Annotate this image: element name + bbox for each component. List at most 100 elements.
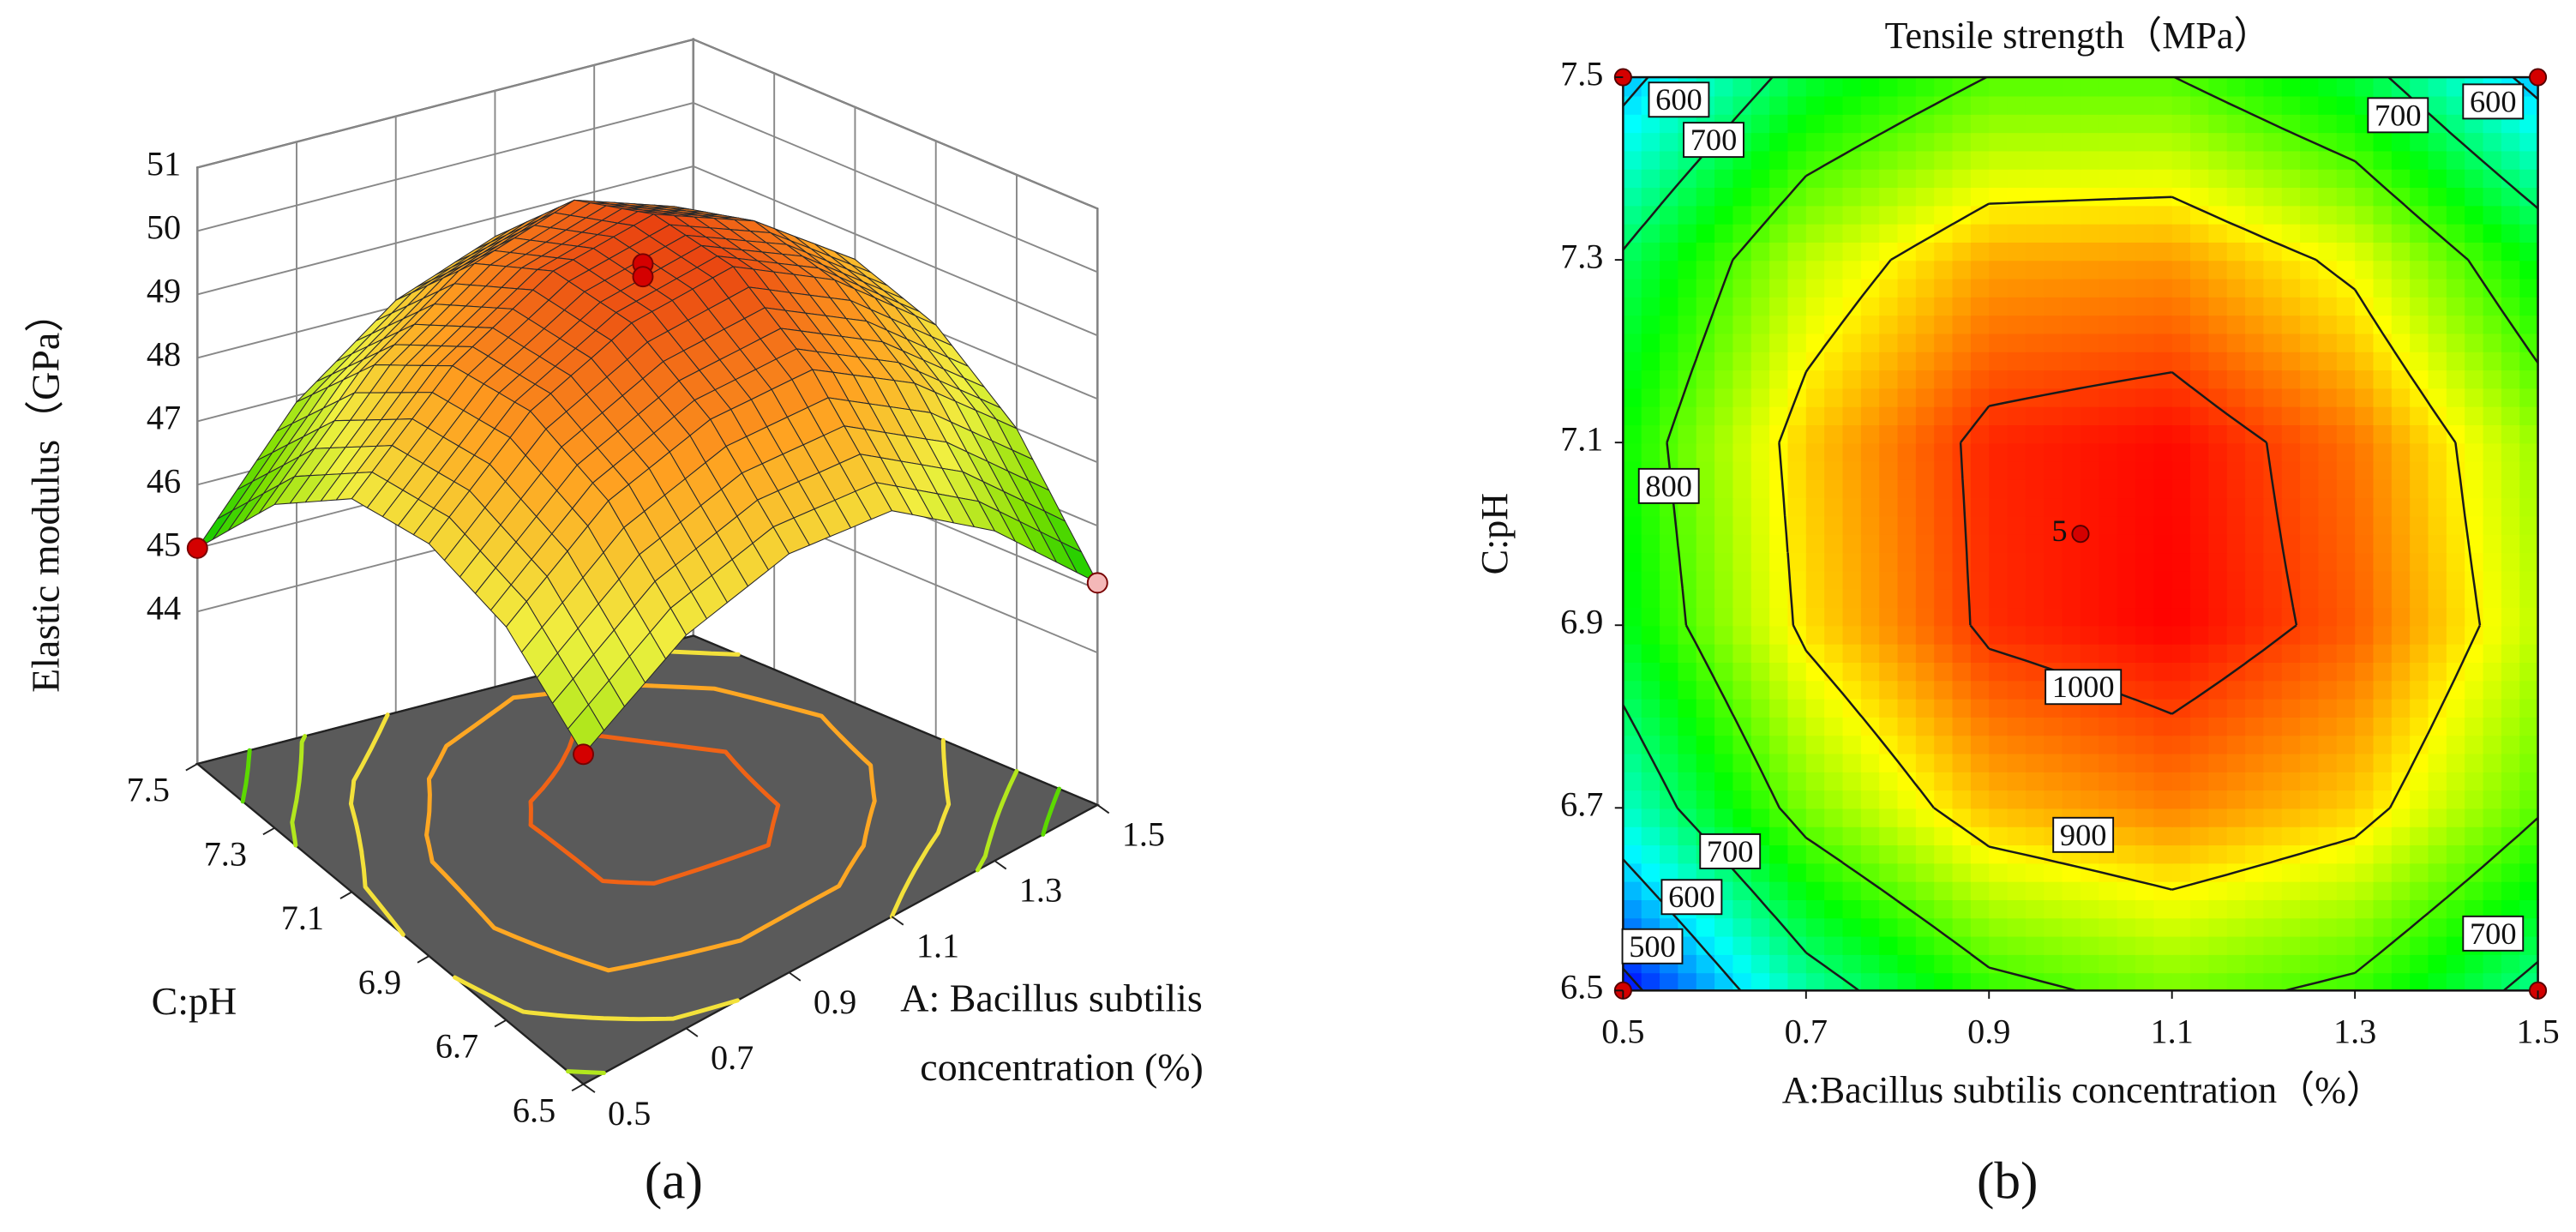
heatmap-cell xyxy=(2226,789,2247,809)
heatmap-cell xyxy=(2428,570,2448,590)
z-axis-title: Elastic modulus（GPa） xyxy=(23,293,67,693)
heatmap-cell xyxy=(2135,388,2155,407)
heatmap-cell xyxy=(2391,753,2411,772)
heatmap-cell xyxy=(2044,296,2063,316)
heatmap-cell xyxy=(1915,515,1936,535)
heatmap-cell xyxy=(1934,606,1954,627)
heatmap-cell xyxy=(2519,241,2539,261)
heatmap-cell xyxy=(1641,570,1661,590)
heatmap-cell xyxy=(1989,333,2009,352)
heatmap-cell xyxy=(2465,478,2484,499)
heatmap-cell xyxy=(2245,844,2265,864)
heatmap-cell xyxy=(2263,168,2283,189)
heatmap-cell xyxy=(2300,95,2320,115)
heatmap-cell xyxy=(2281,205,2302,225)
heatmap-cell xyxy=(2171,789,2192,809)
heatmap-cell xyxy=(2501,826,2521,846)
heatmap-cell xyxy=(2263,150,2283,170)
heatmap-cell xyxy=(2355,735,2375,754)
heatmap-cell xyxy=(2281,716,2302,736)
heatmap-cell xyxy=(1732,369,1752,389)
heatmap-cell xyxy=(1660,826,1679,846)
heatmap-cell xyxy=(1623,880,1642,900)
heatmap-cell xyxy=(2044,588,2063,609)
heatmap-cell xyxy=(2208,643,2228,663)
heatmap-cell xyxy=(2062,735,2082,754)
heatmap-cell xyxy=(2080,315,2100,334)
heatmap-cell xyxy=(2465,880,2484,900)
heatmap-cell xyxy=(2226,278,2247,297)
heatmap-cell xyxy=(2281,296,2302,316)
heatmap-cell xyxy=(2208,862,2228,882)
heatmap-cell xyxy=(2208,223,2228,243)
heatmap-cell xyxy=(1842,186,1862,207)
heatmap-cell xyxy=(2300,753,2320,772)
heatmap-cell xyxy=(1660,862,1679,882)
heatmap-cell xyxy=(1934,625,1954,645)
heatmap-cell xyxy=(2281,150,2302,170)
heatmap-cell xyxy=(1750,150,1771,170)
heatmap-cell xyxy=(1879,735,1899,754)
heatmap-cell xyxy=(2465,460,2484,480)
heatmap-cell xyxy=(1860,680,1881,700)
heatmap-cell xyxy=(1732,315,1752,334)
heatmap-cell xyxy=(2208,972,2228,992)
heatmap-cell xyxy=(1824,808,1844,827)
heatmap-cell xyxy=(2483,716,2503,736)
heatmap-cell xyxy=(2044,917,2063,937)
heatmap-cell xyxy=(2208,296,2228,316)
heatmap-cell xyxy=(1641,168,1661,189)
heatmap-cell xyxy=(2099,95,2118,115)
heatmap-cell xyxy=(1934,588,1954,609)
heatmap-cell xyxy=(2263,186,2283,207)
heatmap-cell xyxy=(2135,826,2155,846)
heatmap-cell xyxy=(1623,826,1642,846)
heatmap-cell xyxy=(2355,369,2375,389)
heatmap-cell xyxy=(1623,606,1642,627)
heatmap-cell xyxy=(1732,935,1752,955)
heatmap-cell xyxy=(1805,935,1826,955)
heatmap-cell xyxy=(1696,789,1716,809)
heatmap-cell xyxy=(2355,972,2375,992)
heatmap-cell xyxy=(2044,388,2063,407)
heatmap-cell xyxy=(1860,113,1881,134)
heatmap-cell xyxy=(2080,205,2100,225)
heatmap-cell xyxy=(2226,935,2247,955)
heatmap-cell xyxy=(2318,716,2338,736)
heatmap-cell xyxy=(2336,515,2357,535)
heatmap-cell xyxy=(1678,260,1697,279)
heatmap-cell xyxy=(1732,953,1752,974)
heatmap-cell xyxy=(1641,388,1661,407)
heatmap-cell xyxy=(1842,935,1862,955)
heatmap-cell xyxy=(2135,460,2155,480)
grid-line xyxy=(197,165,694,296)
heatmap-cell xyxy=(1769,698,1789,718)
heatmap-cell xyxy=(1897,478,1918,499)
heatmap-cell xyxy=(2226,680,2247,700)
heatmap-cell xyxy=(1714,351,1734,371)
heatmap-cell xyxy=(1787,698,1807,718)
heatmap-cell xyxy=(2190,150,2210,170)
heatmap-cell xyxy=(2373,406,2393,426)
heatmap-cell xyxy=(2190,862,2210,882)
floor-contour xyxy=(240,748,1062,837)
heatmap-cell xyxy=(1750,533,1771,554)
heatmap-cell xyxy=(2044,223,2063,243)
heatmap-cell xyxy=(2117,716,2137,736)
heatmap-cell xyxy=(1769,369,1789,389)
heatmap-cell xyxy=(2465,186,2484,207)
heatmap-cell xyxy=(1952,735,1973,754)
heatmap-cell xyxy=(1660,698,1679,718)
heatmap-cell xyxy=(2226,826,2247,846)
heatmap-cell xyxy=(1769,771,1789,791)
heatmap-cell xyxy=(1915,753,1936,772)
heatmap-cell xyxy=(2519,680,2539,700)
heatmap-cell xyxy=(2153,223,2173,243)
heatmap-cell xyxy=(2483,661,2503,682)
heatmap-cell xyxy=(1696,515,1716,535)
heatmap-cell xyxy=(1769,77,1789,97)
heatmap-cell xyxy=(2099,880,2118,900)
heatmap-cell xyxy=(1989,862,2009,882)
heatmap-cell xyxy=(1915,826,1936,846)
heatmap-cell xyxy=(1787,260,1807,279)
